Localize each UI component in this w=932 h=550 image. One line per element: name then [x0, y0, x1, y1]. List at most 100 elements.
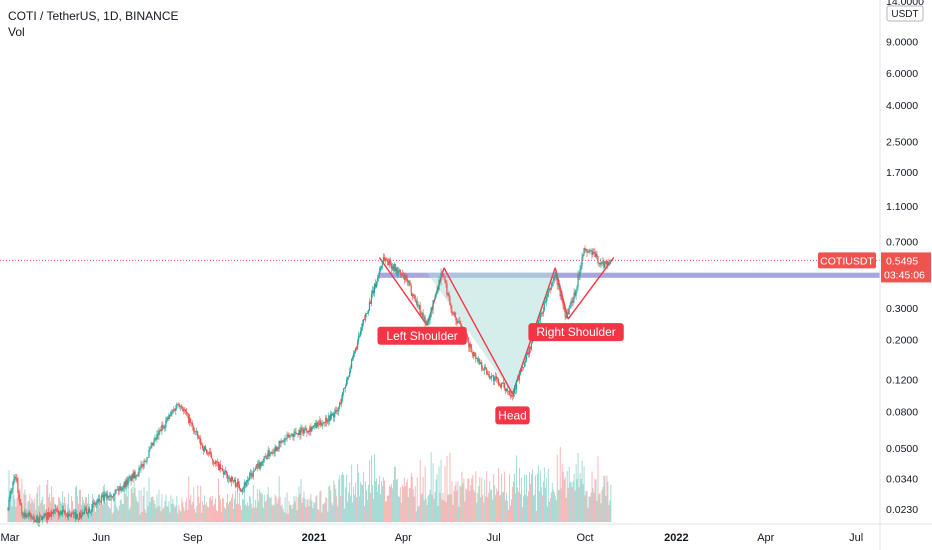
- left-shoulder-label-bg: [377, 326, 467, 345]
- volume-bar: [185, 501, 187, 522]
- candle-body: [150, 445, 152, 449]
- candle-body: [590, 250, 592, 251]
- volume-bar: [282, 508, 284, 522]
- price-tick-label: 6.0000: [886, 68, 918, 80]
- volume-bar: [362, 485, 364, 522]
- volume-bar: [536, 473, 538, 522]
- candle-body: [121, 488, 123, 491]
- volume-bar: [371, 455, 372, 522]
- volume-bar: [114, 489, 116, 522]
- candle-body: [480, 362, 482, 365]
- volume-bar: [286, 492, 288, 522]
- volume-bar: [561, 463, 563, 522]
- candle-body: [425, 321, 427, 324]
- volume-bar: [607, 481, 609, 522]
- head-line[interactable]: [443, 267, 514, 395]
- volume-bar: [412, 489, 414, 522]
- time-axis[interactable]: Mar Jun Sep 2021 Apr Jul Oct 2022 Apr Jul: [0, 523, 932, 544]
- currency-unit-label[interactable]: USDT: [891, 9, 918, 20]
- right-shoulder-label[interactable]: Right Shoulder: [528, 323, 624, 342]
- candle-body: [429, 316, 431, 320]
- candle-body: [286, 434, 288, 439]
- volume-bar: [587, 508, 589, 522]
- volume-bar: [470, 485, 472, 522]
- volume-legend[interactable]: Vol: [8, 25, 25, 39]
- currency-unit-box[interactable]: [886, 5, 924, 22]
- volume-bar: [515, 493, 516, 522]
- volume-bar: [537, 465, 539, 522]
- volume-bar: [395, 479, 397, 522]
- price-tick-label: 1.1000: [886, 201, 918, 213]
- volume-bar: [438, 466, 440, 522]
- volume-bar: [539, 470, 541, 522]
- candle-body: [509, 394, 512, 397]
- volume-bar: [498, 467, 500, 522]
- volume-bar: [532, 495, 534, 522]
- candle-body: [403, 274, 405, 280]
- symbol-title[interactable]: COTI / TetherUS, 1D, BINANCE: [8, 9, 179, 23]
- volume-bar: [534, 475, 536, 522]
- volume-bar: [208, 507, 210, 522]
- volume-bar: [242, 499, 244, 522]
- volume-bar: [460, 486, 462, 522]
- candle-body: [166, 417, 168, 421]
- volume-bar: [575, 464, 577, 522]
- volume-bar: [16, 497, 18, 522]
- price-axis[interactable]: 9.0000 6.0000 4.0000 2.5000 1.7000 1.1000 0.70…: [818, 0, 932, 550]
- head-label[interactable]: Head: [495, 406, 530, 425]
- candle-body: [304, 428, 306, 430]
- candle-body: [299, 430, 301, 435]
- time-tick-label: Apr: [757, 532, 774, 544]
- volume-bar: [105, 497, 107, 522]
- candle-body: [243, 482, 245, 488]
- left-shoulder-line[interactable]: [378, 257, 428, 326]
- volume-bar: [225, 509, 226, 522]
- neckline-band[interactable]: [379, 272, 880, 278]
- right-shoulder-line[interactable]: [567, 257, 615, 320]
- candle-body: [436, 289, 438, 294]
- candle-body: [275, 446, 277, 451]
- candle-body: [206, 453, 209, 454]
- candle-body: [558, 284, 560, 287]
- candle-body: [213, 463, 216, 465]
- last-price-tag[interactable]: [881, 252, 931, 283]
- volume-bar: [606, 475, 608, 522]
- candle-body: [530, 342, 532, 349]
- candle-body: [94, 503, 96, 505]
- left-shoulder-label[interactable]: Left Shoulder: [377, 326, 467, 345]
- volume-bar: [496, 488, 498, 522]
- volume-bar: [388, 485, 390, 522]
- volume-bar: [341, 474, 343, 522]
- volume-bar: [374, 454, 375, 522]
- volume-bar: [375, 481, 376, 522]
- volume-bar: [180, 511, 182, 522]
- candle-body: [277, 447, 279, 450]
- volume-bar: [348, 492, 350, 522]
- candle-body: [180, 405, 182, 407]
- volume-bar: [118, 505, 120, 522]
- volume-bar: [18, 490, 20, 522]
- candle-body: [495, 376, 497, 378]
- candle-body: [171, 411, 173, 413]
- symbol-price-tag[interactable]: [818, 252, 876, 269]
- candle-body: [458, 321, 460, 322]
- volume-bar: [361, 484, 363, 522]
- candle-body: [470, 343, 472, 349]
- volume-bar: [471, 477, 473, 522]
- volume-bar: [407, 497, 409, 522]
- candle-body: [395, 267, 397, 272]
- volume-bar: [555, 500, 557, 522]
- volume-bar: [152, 496, 154, 522]
- volume-bar: [477, 493, 479, 522]
- volume-bar: [311, 501, 313, 522]
- volume-bar: [491, 489, 493, 522]
- candle-body: [514, 388, 517, 390]
- candle-body: [605, 260, 607, 264]
- volume-bar: [125, 485, 127, 522]
- volume-bar: [263, 494, 265, 522]
- volume-bar: [232, 493, 233, 522]
- volume-bar: [304, 498, 306, 522]
- candle-body: [377, 275, 380, 279]
